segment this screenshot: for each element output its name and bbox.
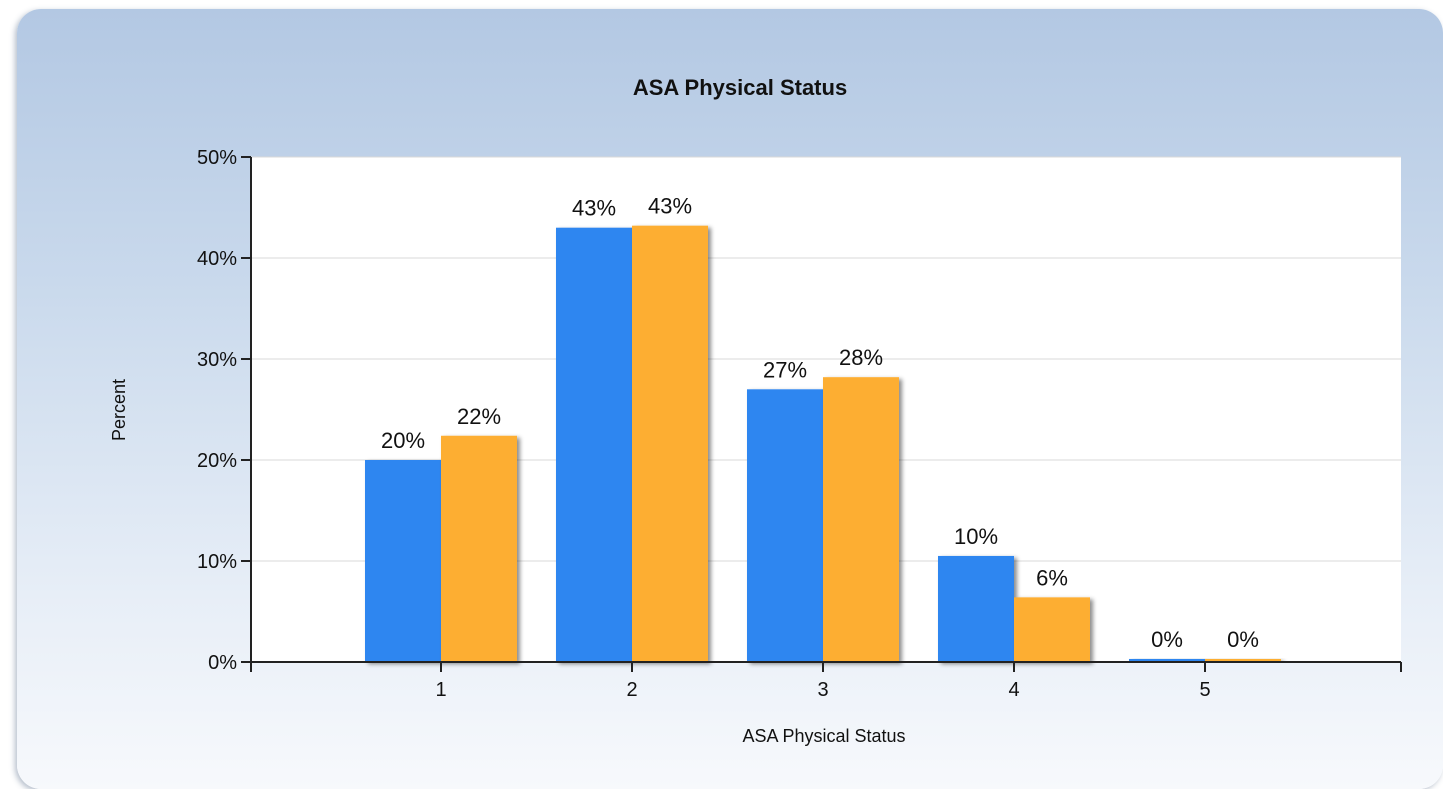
data-label: 28% — [839, 345, 883, 370]
bar — [1014, 597, 1090, 662]
bar — [365, 460, 441, 662]
bars — [365, 225, 1281, 662]
data-label: 43% — [648, 194, 692, 219]
bar — [823, 377, 899, 662]
data-label: 43% — [572, 196, 616, 221]
bar — [1205, 658, 1281, 662]
bar — [1129, 658, 1205, 662]
y-tick-label: 20% — [197, 450, 237, 472]
bar — [747, 389, 823, 662]
x-tick-label: 2 — [626, 679, 637, 701]
y-tick-label: 50% — [197, 147, 237, 169]
y-tick-label: 10% — [197, 551, 237, 573]
data-label: 27% — [763, 357, 807, 382]
y-tick-label: 30% — [197, 349, 237, 371]
data-label: 0% — [1151, 627, 1183, 652]
data-label: 10% — [954, 524, 998, 549]
y-axis-title: Percent — [109, 379, 129, 441]
x-tick-label: 4 — [1008, 679, 1019, 701]
bar — [441, 435, 517, 662]
x-tick-label: 1 — [435, 679, 446, 701]
chart-title: ASA Physical Status — [633, 75, 847, 100]
x-tick-label: 3 — [817, 679, 828, 701]
y-tick-label: 0% — [208, 652, 237, 674]
x-axis-title: ASA Physical Status — [742, 726, 905, 746]
data-label: 20% — [381, 428, 425, 453]
bar — [938, 555, 1014, 662]
x-tick-label: 5 — [1199, 679, 1210, 701]
bar — [556, 227, 632, 662]
bar — [632, 225, 708, 662]
data-label: 6% — [1036, 565, 1068, 590]
data-label: 22% — [457, 404, 501, 429]
data-labels: 20% 22% 43% 43% 27% 28% 10% 6% 0% 0% — [381, 194, 1259, 652]
axes: 0% 10% 20% 30% 40% 50% 1 2 3 4 5 — [197, 147, 1402, 701]
data-label: 0% — [1227, 627, 1259, 652]
y-tick-label: 40% — [197, 248, 237, 270]
